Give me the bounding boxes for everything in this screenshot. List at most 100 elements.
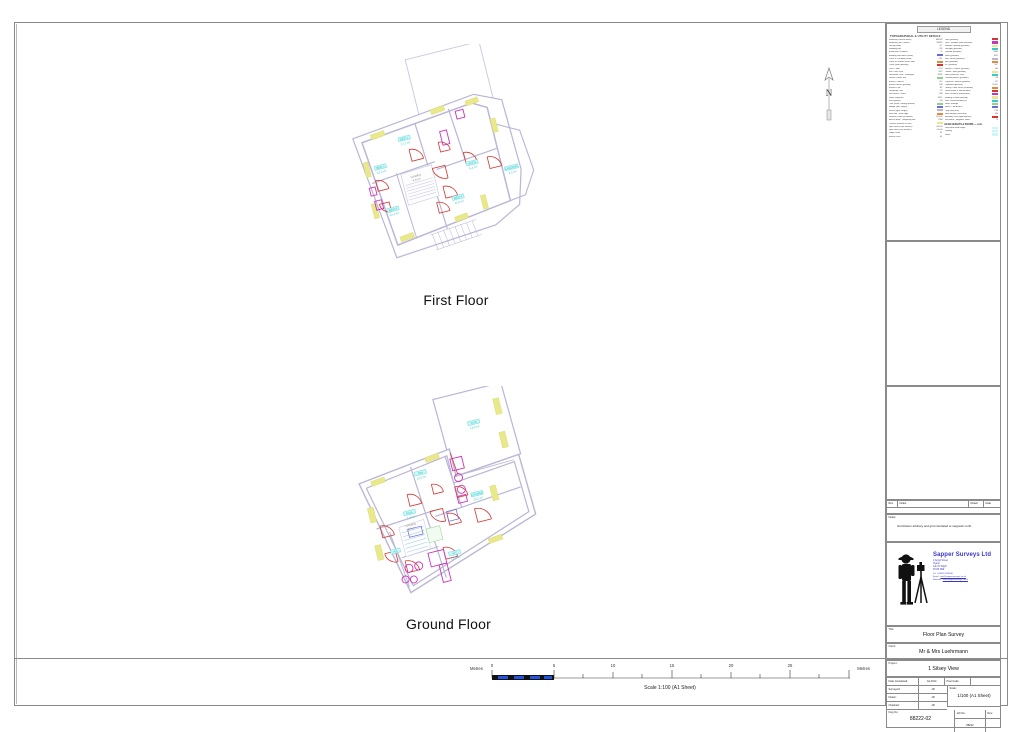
company-email: Email : info@sappersurveys.co.uk [933, 576, 999, 579]
legend-row-text: Rooflight (position) [944, 48, 962, 51]
north-arrow: N [815, 66, 843, 124]
legend-row-symbol: CEL [938, 57, 943, 60]
notes-box: Notes: Grid Datum arbitrary and grid ori… [886, 514, 1001, 542]
legend-row-symbol: RWP [937, 74, 943, 77]
legend-subsection-symbol [989, 133, 998, 137]
legend-row: Ceiling / Floor Level (to datum) [945, 86, 998, 91]
legend-row: Rodding Eye RE [889, 48, 943, 51]
legend-row-symbol: CUPD [992, 83, 998, 86]
legend-row-symbol [934, 102, 943, 107]
legend-swatch [992, 133, 998, 136]
legend-subsection-symbol [989, 126, 998, 131]
scale-bar: Metres 0 5 10 15 20 25 Metres Scale 1:1 [470, 662, 870, 696]
legend-row: Bench Mark / Temporary BM TBM [889, 119, 943, 122]
legend-row: Telegraph Pole TP [889, 90, 943, 93]
legend-row: Hedge (line, height) [889, 106, 943, 109]
checked-label: Checked: [887, 702, 919, 709]
legend-row: Manhole (surface water) MHSW [889, 39, 943, 42]
legend-row: Chimney Breast (position) CB [945, 77, 999, 80]
svg-text:7.4 m²: 7.4 m² [406, 514, 415, 520]
legend-row-symbol: +00.00 [936, 129, 943, 132]
scale-tick-1: 5 [552, 663, 556, 668]
legend-row-symbol: GY [939, 44, 943, 47]
ground-floor-label: Ground Floor [406, 616, 491, 632]
legend-row-symbol: WC [994, 64, 998, 67]
legend-column-right: Door (position) Door / Window (flow direc… [944, 38, 999, 139]
legend-row-symbol: WSC [937, 96, 943, 99]
legend-row: Spot Level (soft surface) +00.00 [889, 129, 943, 132]
legend-row-text: Door (position) [944, 38, 959, 41]
legend-row-text: Eaves Level [889, 135, 901, 138]
legend-row: Tree (trunk, canopy spread) [889, 102, 943, 107]
company-telephone: Tel : 01983 1243440 [933, 573, 999, 576]
north-arrow-icon: N [824, 66, 834, 121]
legend-row-text: Rodding Eye [889, 48, 901, 51]
legend-section-title: TOPOGRAPHICAL & UTILITY DETAILS [890, 34, 941, 38]
legend-row-symbol [989, 96, 998, 100]
website-value[interactable]: www.sappersurveys.co.uk [942, 578, 968, 581]
legend-row-symbol [934, 64, 943, 68]
client-caption: Client: [888, 645, 896, 648]
legend-row-symbol [934, 109, 943, 113]
legend-row: Void / Restricted Access [944, 99, 998, 104]
ground-floor-plan[interactable]: SUN 14.6 m² DIN 13.0 m² LOUNGE 18.2 m² H… [331, 381, 556, 611]
svg-text:BED 3: BED 3 [389, 206, 398, 212]
legend-row: Gutter / Eaves line [889, 77, 943, 80]
legend-row-symbol: TP [939, 90, 943, 93]
job-number: 88222 [955, 719, 986, 732]
legend-row-text: Tree (trunk, canopy spread) [889, 103, 915, 106]
legend-row: Soil / Vent Pipe SVP [889, 71, 943, 74]
legend-row-text: Ridge Level [889, 132, 900, 135]
drawn-value: JR [931, 696, 935, 699]
email-value[interactable]: info@sappersurveys.co.uk [940, 575, 967, 578]
date-completed-value: Jul 2014 [919, 678, 945, 685]
legend-header: LEGEND [916, 26, 971, 33]
legend-row: Manhole (foul / sewer) MHFS [889, 42, 943, 45]
legend-row: Cupboard (position) CUPD [945, 84, 999, 87]
title-caption: Title: [888, 628, 895, 631]
legend-row-symbol [989, 102, 998, 107]
telephone-value: 01983 1243440 [937, 572, 953, 575]
email-label: Email : [933, 575, 940, 578]
legend-swatch [936, 122, 943, 125]
legend-swatch [992, 102, 998, 105]
legend-row-symbol: MHFS [936, 41, 943, 44]
legend-subsection-row-text: Landing [944, 130, 952, 133]
drawn-label: Drawn: [887, 694, 919, 701]
legend-row-symbol: EP [939, 87, 943, 90]
surveyed-value: JR [931, 688, 935, 691]
legend-row-symbol [989, 99, 998, 104]
legend-row-symbol [989, 86, 998, 91]
legend-row: Window Opening (position) [945, 44, 998, 48]
legend-row-symbol: TBM [938, 119, 943, 122]
telephone-label: Tel : [933, 572, 938, 575]
legend-row: Contour (interval 0.25m) [889, 122, 943, 126]
legend-row: Gulley (road) GY [889, 45, 943, 48]
legend-row-symbol [934, 122, 943, 126]
legend-row-symbol [989, 70, 998, 75]
legend-row-text: Spot Level (soft surface) [889, 129, 912, 132]
legend-row: Water Stopcock WSC [889, 97, 943, 100]
legend-column-left: Manhole (surface water) MHSW Manhole (foul… [889, 39, 943, 139]
scale-unit-right: Metres [857, 666, 870, 671]
legend-row-text: Void / Restricted Access [944, 99, 967, 102]
legend-subsection-row: Restricted head height [945, 126, 998, 131]
legend-swatch [992, 99, 998, 102]
legend-row-symbol: N [996, 119, 998, 122]
legend-row-symbol: EM [939, 83, 943, 86]
legend-row-text: Manhole (foul / sewer) [889, 41, 910, 44]
legend-row-text: Chimney Breast (position) [944, 77, 969, 80]
blank-panel-lower [886, 386, 1001, 500]
legend-row-symbol [989, 89, 998, 94]
legend-row: Inspection Chamber IC [889, 51, 943, 54]
svg-text:LANDING: LANDING [505, 164, 519, 171]
legend-swatch [992, 70, 998, 73]
svg-text:12.0 m²: 12.0 m² [376, 169, 387, 175]
legend-row-symbol: GM [939, 93, 943, 96]
legend-row: Party Wall (line) PW [945, 110, 999, 113]
scale-tick-4: 20 [728, 663, 734, 668]
notes-text: Grid Datum arbitrary and grid orientated… [897, 524, 973, 528]
scale-value: 1/100 (A1 Sheet) [957, 693, 991, 698]
first-floor-plan[interactable]: BED 1 17.2 m² BED 2 12.0 m² BED 3 10.4 m… [341, 40, 561, 294]
svg-text:11.6 m²: 11.6 m² [454, 199, 464, 205]
